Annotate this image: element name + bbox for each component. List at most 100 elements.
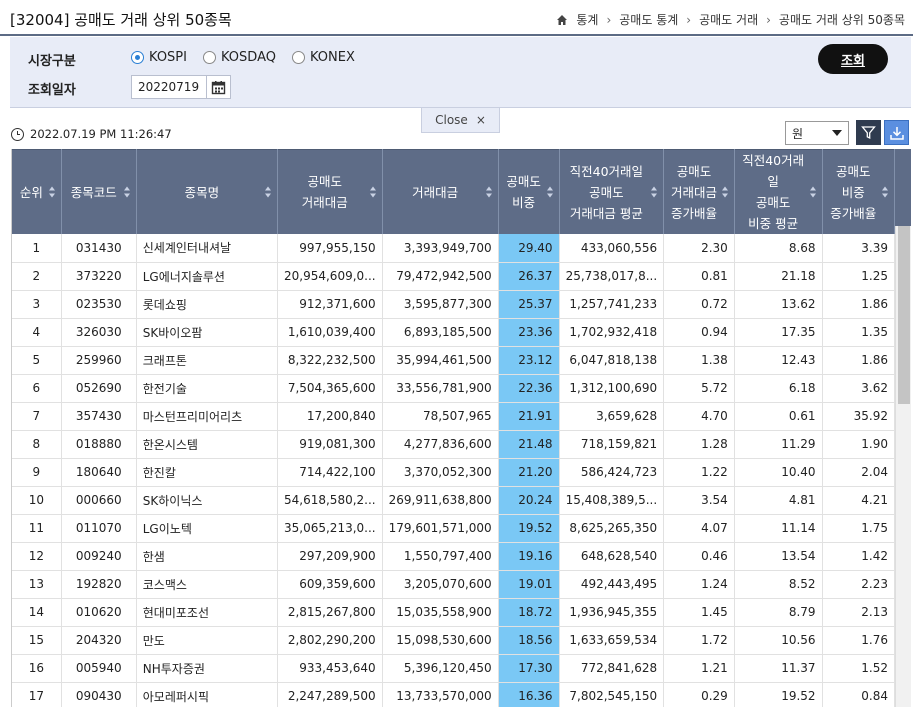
table-row[interactable]: 10 000660 SK하이닉스 54,618,580,2... 269,911,638… <box>12 486 895 515</box>
column-header[interactable]: 공매도 비중 증가배율 <box>822 149 895 234</box>
table-cell: 8,322,232,500 <box>277 346 383 375</box>
column-header-label: 공매도 거래대금 <box>301 174 348 210</box>
table-cell: 4 <box>12 318 62 347</box>
search-button[interactable]: 조회 <box>818 44 888 74</box>
table-cell: 15,035,558,900 <box>382 598 499 627</box>
page-title: [32004] 공매도 거래 상위 50종목 <box>10 11 232 29</box>
radio-selected-icon[interactable] <box>131 51 144 64</box>
table-cell: SK하이닉스 <box>136 486 279 515</box>
breadcrumb-item[interactable]: 통계 <box>576 13 599 27</box>
home-icon[interactable] <box>556 14 568 26</box>
download-icon <box>889 126 904 140</box>
column-header[interactable]: 공매도 거래대금 <box>277 149 383 234</box>
sort-icon[interactable] <box>651 186 658 198</box>
sort-icon[interactable] <box>721 186 729 198</box>
download-button[interactable] <box>884 120 909 145</box>
table-cell: 3,205,070,600 <box>382 570 499 599</box>
table-cell: 79,472,942,500 <box>382 262 499 291</box>
table-row[interactable]: 3 023530 롯데쇼핑 912,371,600 3,595,877,300 25.37… <box>12 290 895 319</box>
sort-icon[interactable] <box>546 186 554 198</box>
column-header[interactable]: 종목코드 <box>61 149 137 234</box>
table-cell: 1,610,039,400 <box>277 318 383 347</box>
breadcrumb-item[interactable]: 공매도 통계 <box>619 13 679 27</box>
table-cell: 19.52 <box>734 682 823 707</box>
unit-select[interactable]: 원 <box>785 121 849 145</box>
table-cell: 18.56 <box>498 626 560 655</box>
table-row[interactable]: 2 373220 LG에너지솔루션 20,954,609,0... 79,472,942… <box>12 262 895 291</box>
table-cell: 8 <box>12 430 62 459</box>
table-row[interactable]: 5 259960 크래프톤 8,322,232,500 35,994,461,500 23… <box>12 346 895 375</box>
table-cell: 4.07 <box>663 514 735 543</box>
radio-icon[interactable] <box>291 51 305 64</box>
radio-konex[interactable]: KONEX <box>291 50 355 65</box>
table-row[interactable]: 17 090430 아모레퍼시픽 2,247,289,500 13,733,570,00… <box>12 682 895 707</box>
table-cell: 1,702,932,418 <box>559 318 665 347</box>
table-row[interactable]: 12 009240 한샘 297,209,900 1,550,797,400 19.16 6… <box>12 542 895 571</box>
table-row[interactable]: 7 357430 마스턴프리미어리츠 17,200,840 78,507,965 21.9… <box>12 402 895 431</box>
table-cell: NH투자증권 <box>136 654 279 683</box>
table-cell: 23.12 <box>498 346 560 375</box>
table-cell: 0.29 <box>663 682 735 707</box>
radio-kosdaq[interactable]: KOSDAQ <box>202 50 276 65</box>
table-cell: 1,312,100,690 <box>559 374 665 403</box>
vertical-scrollbar[interactable] <box>895 226 911 707</box>
table-cell: LG이노텍 <box>136 514 279 543</box>
table-row[interactable]: 15 204320 만도 2,802,290,200 15,098,530,600 18.… <box>12 626 895 655</box>
table-cell: 9 <box>12 458 62 487</box>
column-header[interactable]: 거래대금 <box>382 149 499 234</box>
sort-icon[interactable] <box>265 186 272 198</box>
table-row[interactable]: 6 052690 한전기술 7,504,365,600 33,556,781,900 22… <box>12 374 895 403</box>
table-row[interactable]: 16 005940 NH투자증권 933,453,640 5,396,120,450 17… <box>12 654 895 683</box>
sort-icon[interactable] <box>48 186 56 198</box>
table-cell: 5 <box>12 346 62 375</box>
sort-icon[interactable] <box>882 186 889 198</box>
table-cell: 10.40 <box>734 458 823 487</box>
column-header[interactable]: 종목명 <box>136 149 279 234</box>
breadcrumb-item[interactable]: 공매도 거래 <box>699 13 759 27</box>
column-header[interactable]: 공매도 거래대금 증가배율 <box>663 149 735 234</box>
table-row[interactable]: 8 018880 한온시스템 919,081,300 4,277,836,600 21.4… <box>12 430 895 459</box>
table-row[interactable]: 11 011070 LG이노텍 35,065,213,0... 179,601,571,… <box>12 514 895 543</box>
table-cell: 1.72 <box>663 626 735 655</box>
close-panel-tab[interactable]: Close × <box>421 108 500 133</box>
sort-icon[interactable] <box>809 186 817 198</box>
sort-icon[interactable] <box>123 186 131 198</box>
calendar-button[interactable] <box>206 75 231 99</box>
table-cell: 204320 <box>61 626 137 655</box>
table-cell: 13 <box>12 570 62 599</box>
table-cell: 192820 <box>61 570 137 599</box>
sort-icon[interactable] <box>485 186 493 198</box>
table-row[interactable]: 4 326030 SK바이오팜 1,610,039,400 6,893,185,500 2… <box>12 318 895 347</box>
table-cell: 0.61 <box>734 402 823 431</box>
radio-kospi[interactable]: KOSPI <box>131 50 187 65</box>
table-row[interactable]: 9 180640 한진칼 714,422,100 3,370,052,300 21.20 5… <box>12 458 895 487</box>
radio-icon[interactable] <box>202 51 216 64</box>
close-label: Close <box>435 113 468 127</box>
table-cell: 492,443,495 <box>559 570 665 599</box>
column-header[interactable]: 공매도 비중 <box>498 149 560 234</box>
column-header[interactable]: 직전40거래일 공매도 비중 평균 <box>734 149 823 234</box>
table-cell: 180640 <box>61 458 137 487</box>
chevron-right-icon: › <box>686 12 692 27</box>
table-row[interactable]: 14 010620 현대미포조선 2,815,267,800 15,035,558,90… <box>12 598 895 627</box>
page-header: [32004] 공매도 거래 상위 50종목 통계 › 공매도 통계 › 공매도… <box>0 0 913 36</box>
column-header-label: 공매도 비중 <box>506 174 541 210</box>
scrollbar-thumb[interactable] <box>898 226 910 404</box>
table-cell: 11.37 <box>734 654 823 683</box>
column-header[interactable]: 직전40거래일 공매도 거래대금 평균 <box>559 149 665 234</box>
date-input[interactable]: 20220719 <box>131 75 207 99</box>
table-cell: 433,060,556 <box>559 234 665 263</box>
table-cell: 2,247,289,500 <box>277 682 383 707</box>
column-header[interactable]: 순위 <box>12 149 62 234</box>
table-cell: 2.13 <box>822 598 895 627</box>
table-cell: 롯데쇼핑 <box>136 290 279 319</box>
filter-button[interactable] <box>856 120 881 145</box>
table-cell: 10.56 <box>734 626 823 655</box>
table-cell: 11.29 <box>734 430 823 459</box>
table-row[interactable]: 13 192820 코스맥스 609,359,600 3,205,070,600 19.0… <box>12 570 895 599</box>
table-cell: 000660 <box>61 486 137 515</box>
table-row[interactable]: 1 031430 신세계인터내셔날 997,955,150 3,393,949,700 2… <box>12 234 895 263</box>
table-cell: 3.62 <box>822 374 895 403</box>
sort-icon[interactable] <box>369 186 377 198</box>
table-cell: 16.36 <box>498 682 560 707</box>
